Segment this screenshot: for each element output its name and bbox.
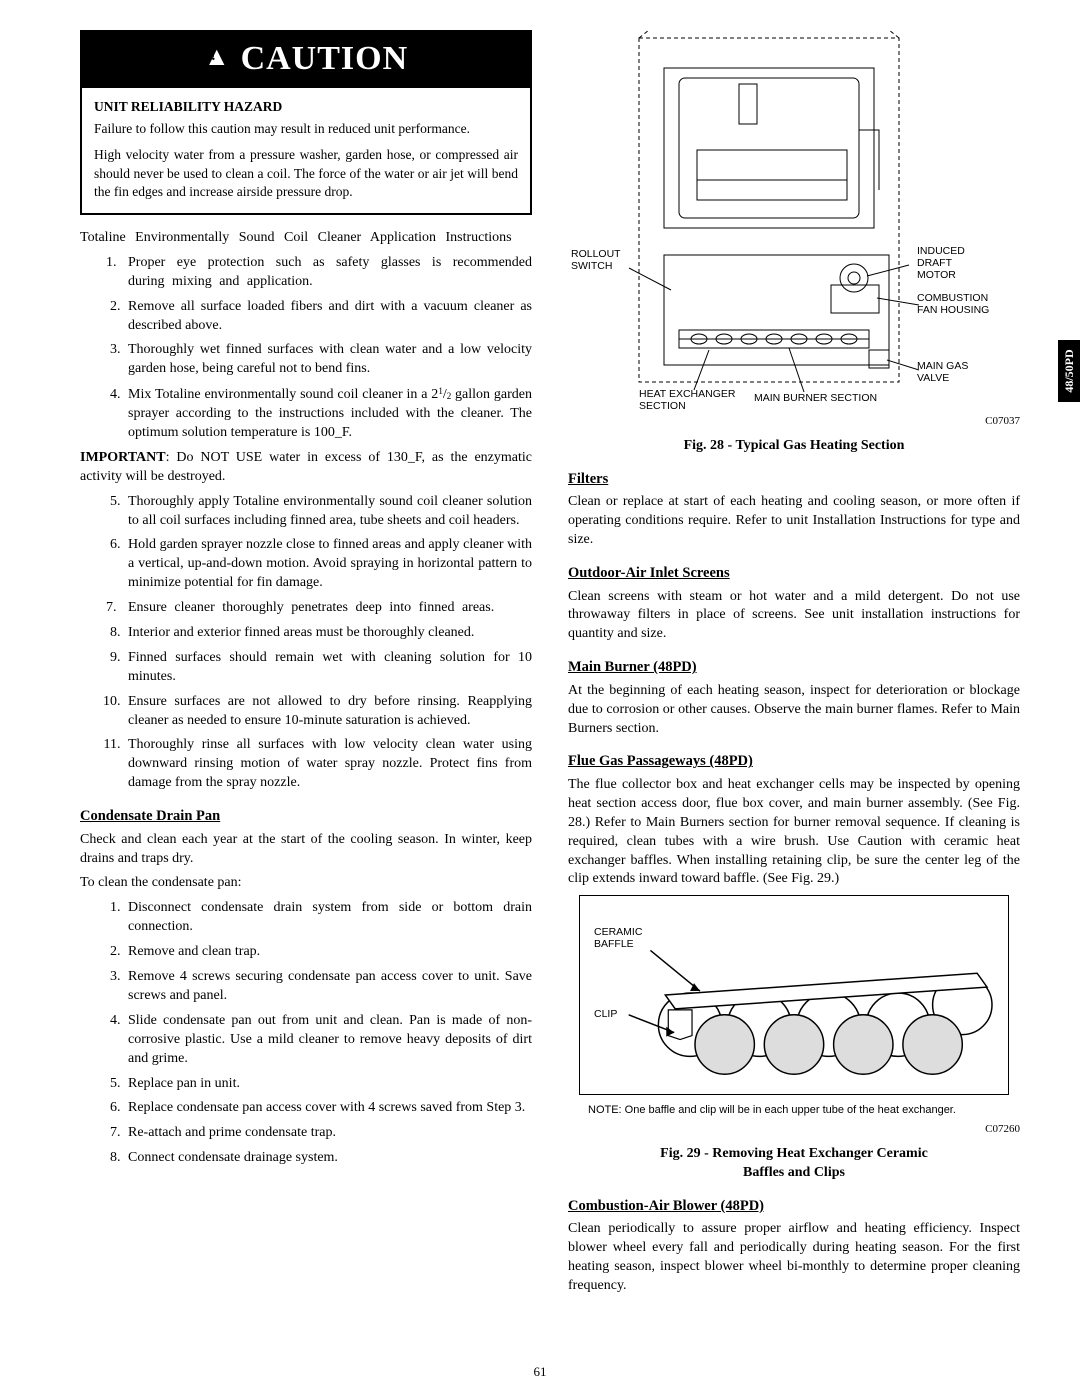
list-item: Thoroughly wet finned surfaces with clea… <box>124 341 532 379</box>
condensate-heading: Condensate Drain Pan <box>80 807 532 827</box>
label-combustion-fan-housing: COMBUSTION FAN HOUSING <box>917 292 989 316</box>
list-item: Thoroughly rinse all surfaces with low v… <box>124 736 532 793</box>
list-item: Remove 4 screws securing condensate pan … <box>124 968 532 1006</box>
list-item: Remove and clean trap. <box>124 943 532 962</box>
coil-cleaner-list-1: Proper eye protection such as safety gla… <box>80 254 532 443</box>
list-item: Re-attach and prime condensate trap. <box>124 1124 532 1143</box>
flue-heading: Flue Gas Passageways (48PD) <box>568 752 1020 772</box>
flue-paragraph: The flue collector box and heat exchange… <box>568 776 1020 889</box>
list-item: Connect condensate drainage system. <box>124 1149 532 1168</box>
caution-paragraph-2: High velocity water from a pressure wash… <box>94 146 518 201</box>
list-item: Disconnect condensate drain system from … <box>124 899 532 937</box>
page-number: 61 <box>534 1363 547 1381</box>
figure-29-code: C07260 <box>568 1122 1020 1137</box>
list-item: Replace pan in unit. <box>124 1075 532 1094</box>
label-rollout-switch: ROLLOUT SWITCH <box>571 248 621 272</box>
list-item: Proper eye protection such as safety gla… <box>124 254 532 292</box>
page-tab: 48/50PD <box>1058 340 1080 402</box>
figure-28: ROLLOUT SWITCH INDUCED DRAFT MOTOR COMBU… <box>579 30 1009 410</box>
coil-cleaner-lead: Totaline Environmentally Sound Coil Clea… <box>80 229 532 248</box>
condensate-p2: To clean the condensate pan: <box>80 874 532 893</box>
condensate-list: Disconnect condensate drain system from … <box>80 899 532 1168</box>
caution-paragraph-1: Failure to follow this caution may resul… <box>94 120 518 138</box>
warning-icon: ▲! <box>204 44 231 70</box>
label-ceramic-baffle: CERAMIC BAFFLE <box>594 926 642 950</box>
list-item: Remove all surface loaded fibers and dir… <box>124 298 532 336</box>
main-burner-heading: Main Burner (48PD) <box>568 658 1020 678</box>
figure-28-svg <box>579 30 1009 410</box>
list-item: Replace condensate pan access cover with… <box>124 1099 532 1118</box>
label-main-burner-section: MAIN BURNER SECTION <box>754 392 877 404</box>
main-burner-paragraph: At the beginning of each heating season,… <box>568 682 1020 739</box>
figure-28-code: C07037 <box>568 414 1020 429</box>
condensate-p1: Check and clean each year at the start o… <box>80 831 532 869</box>
list-item: Interior and exterior finned areas must … <box>124 624 532 643</box>
important-note: IMPORTANT: Do NOT USE water in excess of… <box>80 449 532 487</box>
combustion-heading: Combustion-Air Blower (48PD) <box>568 1197 1020 1217</box>
filters-heading: Filters <box>568 470 1020 490</box>
combustion-paragraph: Clean periodically to assure proper airf… <box>568 1220 1020 1296</box>
label-main-gas-valve: MAIN GAS VALVE <box>917 360 968 384</box>
figure-29-caption-2: Baffles and Clips <box>568 1164 1020 1183</box>
list-item: Ensure cleaner thoroughly penetrates dee… <box>124 599 532 618</box>
caution-title: UNIT RELIABILITY HAZARD <box>94 98 518 116</box>
list-item: Ensure surfaces are not allowed to dry b… <box>124 693 532 731</box>
figure-29-svg <box>580 896 1008 1094</box>
label-induced-draft-motor: INDUCED DRAFT MOTOR <box>917 245 965 281</box>
coil-cleaner-list-2: Thoroughly apply Totaline environmentall… <box>80 493 532 793</box>
list-item: Slide condensate pan out from unit and c… <box>124 1012 532 1069</box>
caution-banner-text: CAUTION <box>241 36 409 82</box>
filters-paragraph: Clean or replace at start of each heatin… <box>568 493 1020 550</box>
caution-banner: ▲! CAUTION <box>82 32 530 88</box>
figure-29: CERAMIC BAFFLE CLIP <box>579 895 1009 1095</box>
list-item: Finned surfaces should remain wet with c… <box>124 649 532 687</box>
figure-28-caption: Fig. 28 - Typical Gas Heating Section <box>568 437 1020 456</box>
list-item: Hold garden sprayer nozzle close to finn… <box>124 536 532 593</box>
list-item: Thoroughly apply Totaline environmentall… <box>124 493 532 531</box>
figure-29-note: NOTE: One baffle and clip will be in eac… <box>568 1103 1020 1118</box>
outdoor-air-paragraph: Clean screens with steam or hot water an… <box>568 588 1020 645</box>
outdoor-air-heading: Outdoor-Air Inlet Screens <box>568 564 1020 584</box>
list-item: Mix Totaline environmentally sound coil … <box>124 385 532 443</box>
figure-29-caption-1: Fig. 29 - Removing Heat Exchanger Cerami… <box>568 1145 1020 1164</box>
label-heat-exchanger-section: HEAT EXCHANGER SECTION <box>639 388 735 412</box>
caution-box: ▲! CAUTION UNIT RELIABILITY HAZARD Failu… <box>80 30 532 215</box>
label-clip: CLIP <box>594 1008 617 1020</box>
